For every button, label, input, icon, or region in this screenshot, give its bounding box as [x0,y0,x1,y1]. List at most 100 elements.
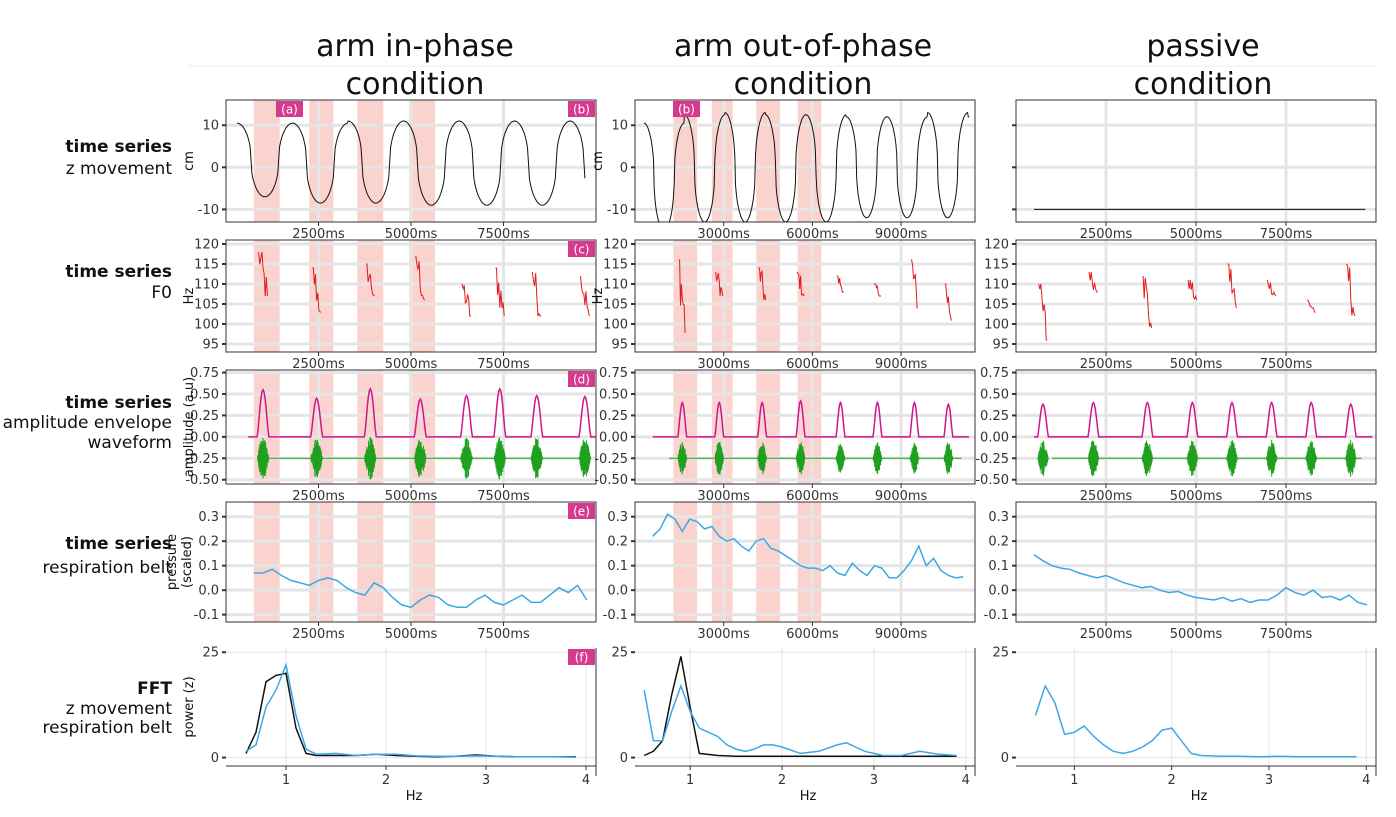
y-tick-label: 105 [194,298,219,313]
x-tick-label: 4 [1362,773,1370,788]
series-f0-segment [836,275,844,293]
y-tick-label: -0.50 [594,473,628,488]
series-respiration-belt [253,568,588,609]
series-z-movement [237,120,586,206]
panel-badge-label: (f) [575,651,589,665]
highlight-band [673,502,698,622]
series-waveform [677,442,954,475]
series-f0-segment [1142,275,1153,329]
y-tick-label: -0.1 [984,608,1009,623]
y-tick-label: 105 [603,298,628,313]
y-tick-label: 25 [611,646,628,661]
series-f0-segment [1187,279,1198,301]
highlight-band [357,240,384,352]
row-label-bold-3: time series [65,393,172,413]
x-tick-label: 2500ms [1080,357,1133,372]
y-axis-label: cm [182,151,197,171]
x-tick-label: 9000ms [875,227,928,242]
panel-badge-label: (e) [573,505,590,519]
x-tick-label: 6000ms [786,357,839,372]
y-tick-label: 100 [603,318,628,333]
y-tick-label: 0.0 [988,584,1009,599]
series-f0-segment [796,271,805,297]
y-tick-label: 0.25 [980,409,1009,424]
y-tick-label: 0.2 [607,535,628,550]
y-tick-label: 0.3 [988,510,1009,525]
y-tick-label: 0.75 [599,366,628,381]
y-tick-label: -0.25 [185,452,219,467]
series-amplitude-envelope [1034,401,1373,438]
row-label-line-3-1: amplitude envelope [3,413,172,433]
y-tick-label: -0.1 [194,608,219,623]
x-tick-label: 2500ms [1080,489,1133,504]
series-f0-segment [258,251,268,297]
panel-movement-col2: 10 0 -10 3000ms 6000ms 9000ms cm (b) [591,99,976,242]
series-z-movement [643,656,957,758]
x-tick-label: 5000ms [1170,227,1223,242]
series-f0-segment [415,255,426,301]
y-tick-label: 0 [620,161,628,176]
row-label-line-5-1: z movement [66,699,173,719]
y-tick-label: 0.50 [980,388,1009,403]
x-tick-label: 4 [962,773,970,788]
highlight-band [309,502,334,622]
highlight-band [409,100,436,222]
x-tick-label: 1 [282,773,290,788]
highlight-band [756,502,780,622]
y-tick-label: 115 [984,258,1009,273]
x-tick-label: 2500ms [292,357,345,372]
x-tick-label: 7500ms [1260,627,1313,642]
x-tick-label: 2500ms [1080,227,1133,242]
panel-respiration-col2: 0.3 0.2 0.1 0.0 -0.1 3000ms 6000ms 9000ms [603,501,976,642]
x-tick-label: 3000ms [697,227,750,242]
y-tick-label: 120 [603,238,628,253]
y-tick-label: 0.75 [980,366,1009,381]
series-f0-segment [1038,283,1048,341]
x-tick-label: 3 [1265,773,1273,788]
highlight-band [797,502,822,622]
row-label-line-1-1: z movement [66,159,173,179]
y-tick-label: -10 [198,203,219,218]
y-tick-label: 0.0 [607,584,628,599]
panel-amplitude-col3: 0.75 0.50 0.25 0.00 -0.25 -0.50 2500ms 5000ms 75… [975,366,1377,504]
x-tick-label: 3 [482,773,490,788]
series-f0-segment [580,275,590,317]
highlight-band [756,100,780,222]
y-tick-label: 0.2 [198,535,219,550]
y-tick-label: 0.00 [980,430,1009,445]
panel-frame [634,99,976,223]
y-tick-label: 0 [1001,751,1009,766]
series-f0-segment [1266,279,1277,297]
x-tick-label: 7500ms [477,357,530,372]
series-f0-segment [1306,299,1316,313]
x-tick-label: 3000ms [697,627,750,642]
series-f0-segment [873,283,881,297]
panel-f0-col3: 120 115 110 105 100 95 2500ms 5000ms 7500ms [984,238,1377,372]
y-tick-label: 0.0 [198,584,219,599]
y-tick-label: 0.00 [599,430,628,445]
y-tick-label: 0.3 [198,510,219,525]
highlight-band [409,240,436,352]
y-tick-label: -0.25 [594,452,628,467]
column-titles: arm in-phase condition arm out-of-phase … [316,29,1272,102]
panel-badge-label: (c) [574,243,590,257]
y-tick-label: 120 [194,238,219,253]
row-label-bold-5: FFT [137,679,172,699]
x-axis-label: Hz [800,789,817,804]
x-tick-label: 7500ms [1260,357,1313,372]
y-tick-label: 0.25 [190,409,219,424]
series-z-movement [643,111,970,222]
x-tick-label: 7500ms [1260,489,1313,504]
column-title-2-line2: condition [734,67,873,102]
y-tick-label: -0.1 [603,608,628,623]
y-tick-label: 110 [194,278,219,293]
series-f0-segment [944,283,952,321]
x-tick-label: 5000ms [385,227,438,242]
panel-badge [673,101,700,117]
y-tick-label: 25 [202,646,219,661]
y-tick-label: 95 [611,338,628,353]
panel-badge-label: (a) [281,103,298,117]
x-tick-label: 2500ms [1080,627,1133,642]
series-respiration-belt [245,662,577,758]
x-tick-label: 5000ms [385,627,438,642]
